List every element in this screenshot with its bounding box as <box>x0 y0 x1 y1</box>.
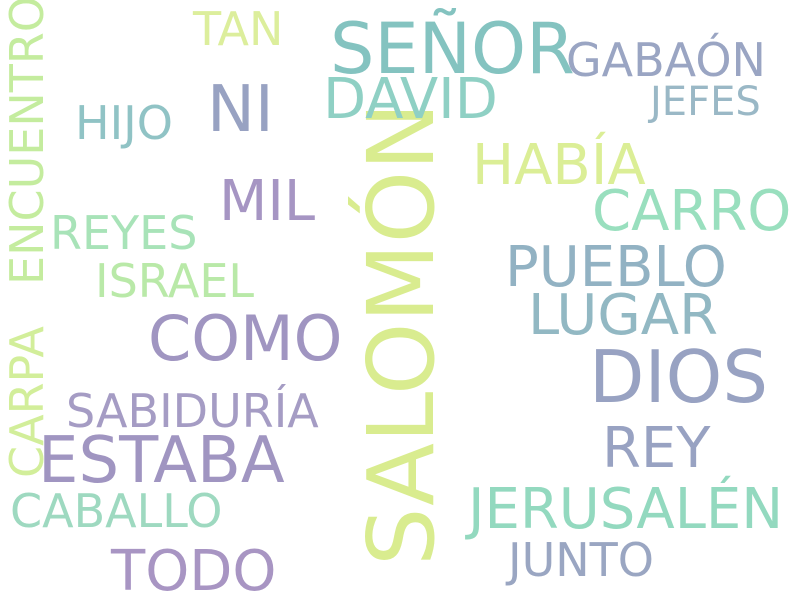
word-jefes: JEFES <box>650 79 761 125</box>
word-todo: TODO <box>111 539 277 600</box>
word-estaba: ESTABA <box>38 424 285 498</box>
word-junto: JUNTO <box>508 533 654 587</box>
word-encuentro: ENCUENTRO <box>0 0 54 285</box>
word-como: COMO <box>148 302 343 375</box>
word-mil: MIL <box>219 169 316 234</box>
word-habia: HABÍA <box>472 133 646 198</box>
word-lugar: LUGAR <box>528 283 719 348</box>
word-carpa: CARPA <box>0 326 54 478</box>
word-pueblo: PUEBLO <box>505 235 727 300</box>
word-dios: DIOS <box>589 335 769 419</box>
word-david: DAVID <box>323 67 498 132</box>
word-senor: SEÑOR <box>330 8 575 90</box>
word-gabaon: GABAÓN <box>566 33 766 87</box>
word-reyes: REYES <box>50 206 198 260</box>
word-hijo: HIJO <box>75 96 173 150</box>
word-rey: REY <box>602 416 711 481</box>
word-sabiduria: SABIDURÍA <box>66 384 319 438</box>
word-israel: ISRAEL <box>95 254 255 308</box>
word-salomon: SALOMÓN <box>348 101 455 566</box>
word-caballo: CABALLO <box>10 484 223 538</box>
word-jerusalen: JERUSALÉN <box>468 477 784 542</box>
word-tan: TAN <box>193 2 284 56</box>
word-carro: CARRO <box>592 179 792 244</box>
word-ni: NI <box>207 73 274 147</box>
